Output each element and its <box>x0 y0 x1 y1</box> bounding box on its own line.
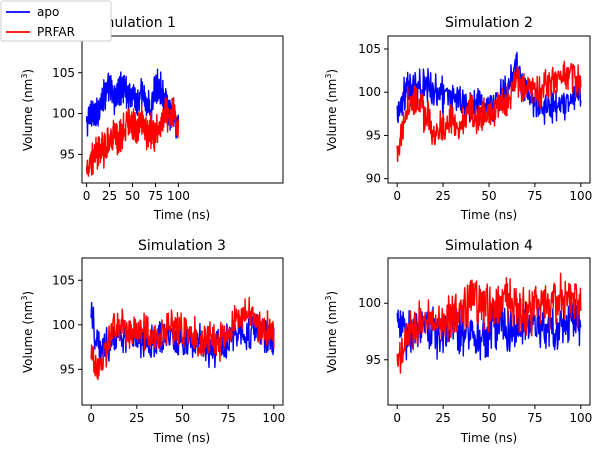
x-tick-label: 100 <box>569 189 592 203</box>
series-layer <box>90 296 275 381</box>
x-tick-label: 0 <box>393 189 401 203</box>
series-layer <box>396 51 582 163</box>
x-axis-label: Time (ns) <box>153 208 210 222</box>
x-tick-label: 75 <box>148 189 163 203</box>
x-tick-label: 50 <box>481 189 496 203</box>
tick-layer: 0 25 50 75 100 90 95 100 105 <box>358 42 592 203</box>
axes-frame <box>387 257 591 406</box>
x-tick-label: 25 <box>435 189 450 203</box>
x-tick-label: 0 <box>83 189 91 203</box>
subplot-2: Simulation 2 0 25 50 75 100 90 95 100 105 Time (… <box>324 15 592 222</box>
plot-title: Simulation 2 <box>445 15 533 31</box>
x-tick-label: 50 <box>481 411 496 425</box>
x-tick-label: 25 <box>435 411 450 425</box>
series-layer <box>396 272 582 374</box>
subplot-3: Simulation 3 0 25 50 75 100 95 100 105 Time (ns… <box>20 238 285 445</box>
y-axis-label: Volume (nm3) <box>20 291 35 373</box>
series-line-prfar <box>90 296 275 381</box>
legend-label-apo: apo <box>37 5 59 19</box>
x-tick-label: 25 <box>129 411 144 425</box>
x-axis-label: Time (ns) <box>153 431 210 445</box>
series-line-prfar <box>396 60 582 163</box>
y-tick-label: 95 <box>366 128 381 142</box>
x-tick-label: 50 <box>175 411 190 425</box>
axes-frame <box>387 35 591 184</box>
x-axis-label: Time (ns) <box>460 431 517 445</box>
y-tick-label: 105 <box>358 42 381 56</box>
y-axis-label: Volume (nm3) <box>324 69 339 151</box>
axes-frame <box>81 257 284 406</box>
x-tick-label: 100 <box>569 411 592 425</box>
y-axis-label: Volume (nm3) <box>20 69 35 151</box>
tick-layer: 0 25 50 75 100 95 100 105 <box>52 273 285 425</box>
series-line-prfar <box>85 97 180 177</box>
x-tick-label: 25 <box>102 189 117 203</box>
axes-frame <box>81 35 284 184</box>
y-tick-label: 95 <box>366 353 381 367</box>
x-tick-label: 100 <box>262 411 285 425</box>
y-tick-label: 105 <box>52 66 75 80</box>
x-tick-label: 75 <box>527 411 542 425</box>
x-tick-label: 75 <box>527 189 542 203</box>
legend-frame <box>0 0 112 42</box>
legend-label-prfar: PRFAR <box>37 25 75 39</box>
x-tick-label: 0 <box>393 411 401 425</box>
series-line-apo <box>396 51 582 125</box>
y-tick-label: 100 <box>358 85 381 99</box>
x-tick-label: 75 <box>221 411 236 425</box>
x-tick-label: 0 <box>87 411 95 425</box>
x-tick-label: 50 <box>125 189 140 203</box>
y-tick-label: 95 <box>60 147 75 161</box>
tick-layer: 0 25 50 75 100 95 100 105 <box>52 66 190 203</box>
subplot-4: Simulation 4 0 25 50 75 100 95 100 Time (ns) V… <box>324 238 592 445</box>
tick-layer: 0 25 50 75 100 95 100 <box>358 296 592 425</box>
plot-title: Simulation 3 <box>138 238 226 254</box>
y-tick-label: 100 <box>358 296 381 310</box>
y-tick-label: 100 <box>52 318 75 332</box>
y-tick-label: 105 <box>52 273 75 287</box>
x-tick-label: 100 <box>167 189 190 203</box>
y-tick-label: 95 <box>60 362 75 376</box>
series-line-apo <box>85 68 180 139</box>
series-line-prfar <box>396 272 582 374</box>
legend: apo PRFAR <box>0 0 112 42</box>
x-axis-label: Time (ns) <box>460 208 517 222</box>
y-axis-label: Volume (nm3) <box>324 291 339 373</box>
series-layer <box>85 68 180 177</box>
y-tick-label: 90 <box>366 172 381 186</box>
y-tick-label: 100 <box>52 107 75 121</box>
plot-title: Simulation 4 <box>445 238 533 254</box>
series-line-apo <box>90 301 275 369</box>
